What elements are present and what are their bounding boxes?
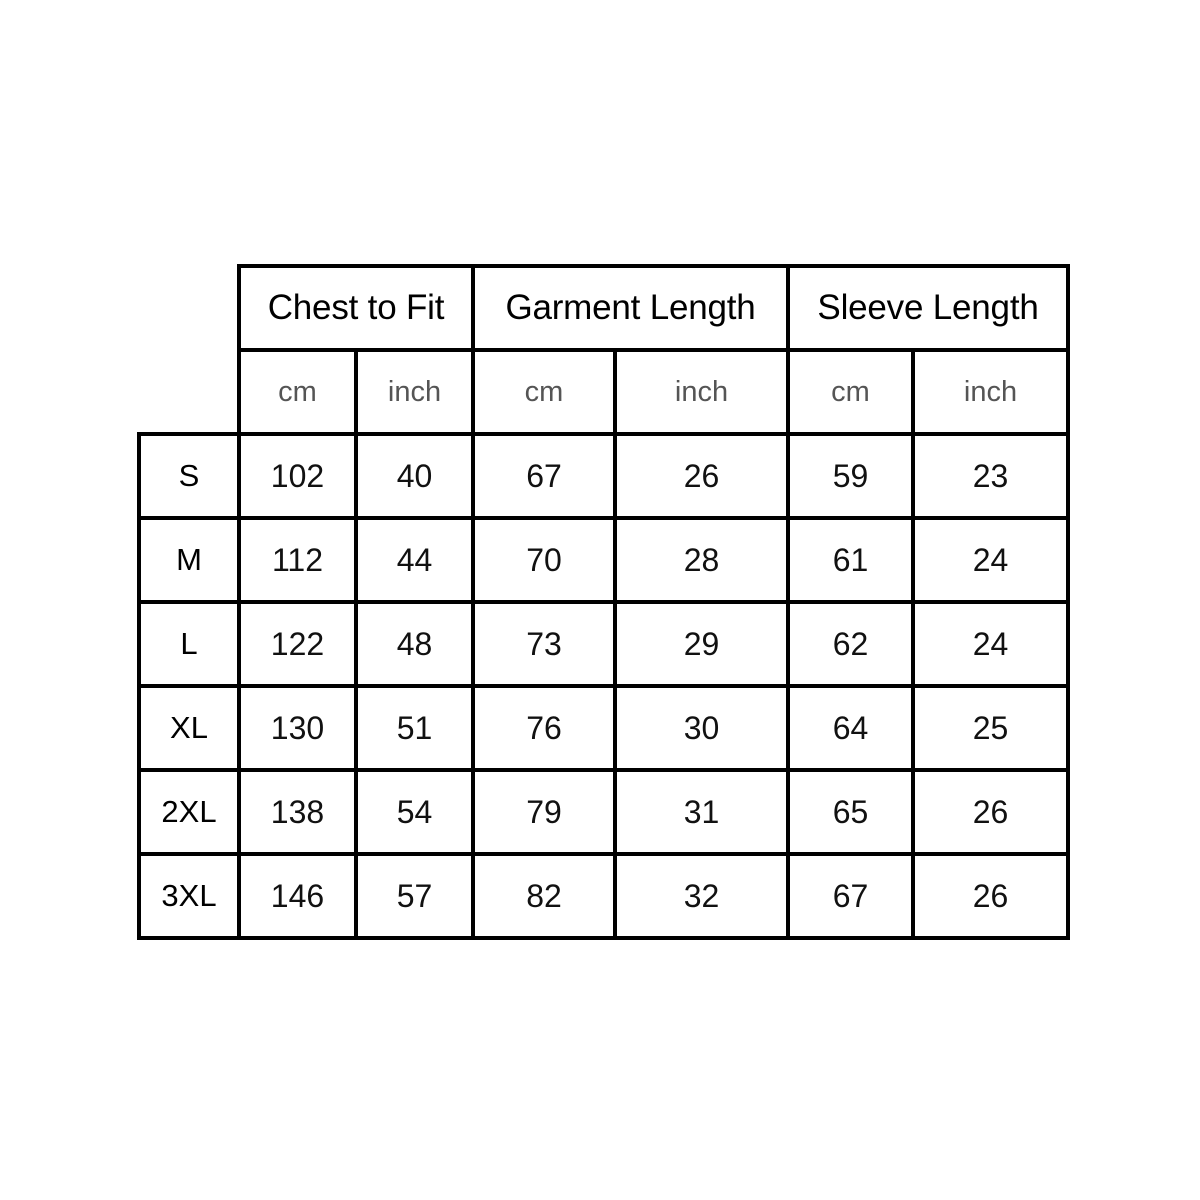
unit-header-chest-cm: cm [237,348,358,436]
cell-chest-inch: 44 [354,516,475,604]
cell-garment-inch: 28 [612,516,791,604]
cell-chest-inch: 51 [354,684,475,772]
cell-chest-cm: 102 [237,432,358,520]
cell-sleeve-inch: 26 [911,768,1071,856]
table-row: L 122 48 73 29 62 24 [137,600,1071,688]
cell-sleeve-cm: 61 [786,516,916,604]
cell-garment-inch: 31 [612,768,791,856]
cell-sleeve-inch: 25 [911,684,1071,772]
cell-chest-inch: 54 [354,768,475,856]
cell-chest-cm: 130 [237,684,358,772]
cell-sleeve-cm: 64 [786,684,916,772]
cell-chest-cm: 138 [237,768,358,856]
cell-sleeve-cm: 67 [786,852,916,940]
cell-garment-cm: 76 [471,684,617,772]
unit-header-sleeve-cm: cm [786,348,916,436]
cell-chest-cm: 146 [237,852,358,940]
cell-chest-cm: 122 [237,600,358,688]
cell-chest-inch: 48 [354,600,475,688]
cell-garment-cm: 70 [471,516,617,604]
table-row: XL 130 51 76 30 64 25 [137,684,1071,772]
cell-chest-inch: 57 [354,852,475,940]
cell-chest-inch: 40 [354,432,475,520]
size-label-xl: XL [137,684,241,772]
cell-sleeve-inch: 24 [911,516,1071,604]
cell-chest-cm: 112 [237,516,358,604]
size-label-s: S [137,432,241,520]
unit-header-garment-inch: inch [612,348,791,436]
unit-header-row: cm inch cm inch cm inch [139,348,1071,436]
cell-garment-inch: 26 [612,432,791,520]
size-label-3xl: 3XL [137,852,241,940]
table-header: Chest to Fit Garment Length Sleeve Lengt… [139,264,1071,436]
unit-header-garment-cm: cm [471,348,617,436]
unit-header-sleeve-inch: inch [911,348,1071,436]
table-row: 2XL 138 54 79 31 65 26 [137,768,1071,856]
unit-header-chest-inch: inch [354,348,475,436]
cell-garment-inch: 30 [612,684,791,772]
table-row: M 112 44 70 28 61 24 [137,516,1071,604]
size-label-m: M [137,516,241,604]
cell-garment-cm: 73 [471,600,617,688]
cell-garment-cm: 79 [471,768,617,856]
cell-garment-cm: 82 [471,852,617,940]
table-row: 3XL 146 57 82 32 67 26 [137,852,1071,940]
group-header-row: Chest to Fit Garment Length Sleeve Lengt… [139,264,1071,352]
cell-garment-inch: 32 [612,852,791,940]
size-label-l: L [137,600,241,688]
table-row: S 102 40 67 26 59 23 [137,432,1071,520]
cell-sleeve-cm: 65 [786,768,916,856]
size-label-2xl: 2XL [137,768,241,856]
cell-sleeve-cm: 62 [786,600,916,688]
group-header-chest-to-fit: Chest to Fit [237,264,475,352]
size-chart-table: Chest to Fit Garment Length Sleeve Lengt… [137,264,1071,940]
group-header-sleeve-length: Sleeve Length [786,264,1071,352]
table-body: S 102 40 67 26 59 23 M 112 44 70 28 61 2… [137,432,1071,940]
corner-cell [139,266,239,434]
cell-sleeve-inch: 23 [911,432,1071,520]
group-header-garment-length: Garment Length [470,264,791,352]
cell-sleeve-inch: 26 [911,852,1071,940]
cell-garment-inch: 29 [612,600,791,688]
cell-sleeve-cm: 59 [786,432,916,520]
cell-sleeve-inch: 24 [911,600,1071,688]
cell-garment-cm: 67 [471,432,617,520]
